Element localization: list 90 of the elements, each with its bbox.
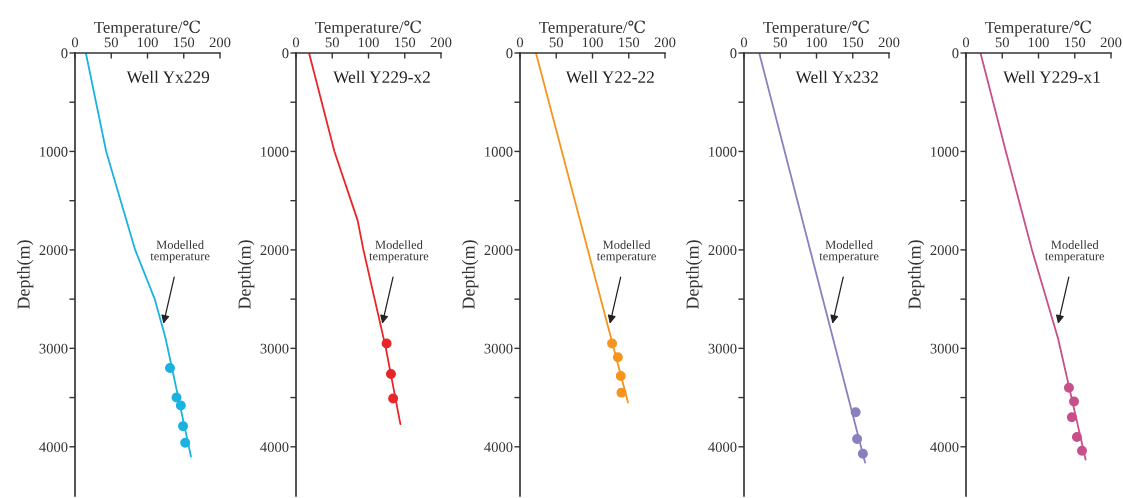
x-tick-label: 200 [1100,37,1122,48]
annotation: Modelled temperature [596,240,656,263]
y-tick-label: 4000 [260,442,289,452]
y-tick-label: 4000 [39,442,68,452]
y-tick-label: 3000 [260,343,289,354]
point [607,338,618,349]
point [381,338,392,349]
text: Well Y229-x1 [1003,70,1100,84]
point [178,421,189,432]
text: Well Y229-x2 [333,70,430,84]
x-axis-title: Temperature/℃ [539,20,646,37]
y-tick-label: 1000 [485,146,513,157]
x-tick-label: 100 [806,37,827,48]
y-tick-label: 3000 [484,343,513,354]
point [1071,431,1082,442]
annotation: Modelled temperature [819,240,879,263]
x-tick-label: 50 [549,37,563,48]
text: Well Y22-22 [565,70,654,84]
x-tick-label: 150 [174,37,195,48]
x-axis-title: Temperature/℃ [985,20,1092,37]
y-tick-label: 0 [730,48,737,59]
x-tick-label: 100 [358,37,379,48]
point [616,387,627,398]
y-tick-label: 4000 [930,442,959,452]
y-axis-title: Depth(m) [907,240,925,310]
x-tick-label: 50 [995,37,1009,48]
x-tick-label: 200 [209,37,231,48]
point [1066,412,1077,423]
x-tick-label: 0 [516,37,524,48]
x-axis-title: Temperature/℃ [763,20,870,37]
y-tick-label: 3000 [930,343,959,354]
y-tick-label: 0 [952,48,959,59]
point [385,368,396,379]
y-tick-label: 3000 [39,343,68,354]
x-tick-label: 150 [843,37,864,48]
x-tick-label: 0 [71,37,79,48]
y-tick-label: 1000 [931,146,959,157]
point [175,400,186,411]
x-tick-label: 0 [962,37,970,48]
point [180,437,191,448]
x-axis-title: Temperature/℃ [94,20,201,37]
x-tick-label: 200 [430,37,452,48]
y-tick-label: 4000 [708,442,737,452]
y-tick-label: 0 [506,48,513,59]
y-axis-title: Depth(m) [461,240,479,310]
y-axis-title: Depth(m) [685,240,703,310]
point [857,448,868,459]
y-tick-label: 4000 [484,442,513,452]
y-tick-label: 2000 [708,245,737,256]
y-tick-label: 2000 [260,245,289,256]
point [850,407,861,418]
x-tick-label: 50 [325,37,339,48]
x-tick-label: 100 [582,37,603,48]
x-tick-label: 100 [1028,37,1049,48]
point [1063,382,1074,393]
y-tick-label: 2000 [484,245,513,256]
annotation: Modelled temperature [369,240,429,263]
x-tick-label: 150 [1065,37,1086,48]
point [1069,396,1080,407]
x-tick-label: 200 [654,37,676,48]
y-tick-label: 0 [282,48,289,59]
x-tick-label: 150 [619,37,640,48]
y-tick-label: 2000 [930,245,959,256]
y-tick-label: 2000 [39,245,68,256]
y-axis-title: Depth(m) [237,240,255,310]
point [1077,445,1087,456]
x-tick-label: 50 [773,37,787,48]
annotation: Modelled temperature [150,240,210,263]
x-tick-label: 200 [878,37,900,48]
x-tick-label: 0 [292,37,300,48]
point [171,392,182,403]
point [615,370,626,381]
text: Well Yx229 [126,70,210,84]
point [612,352,623,363]
y-axis-title: Depth(m) [16,240,34,310]
x-tick-label: 100 [137,37,158,48]
point [388,393,399,404]
x-axis-title: Temperature/℃ [315,20,422,37]
y-tick-label: 3000 [708,343,737,354]
x-tick-label: 150 [395,37,416,48]
annotation: Modelled temperature [1045,240,1105,263]
y-tick-label: 1000 [709,146,737,157]
x-tick-label: 50 [104,37,118,48]
point [164,363,175,374]
x-tick-label: 0 [740,37,748,48]
y-tick-label: 1000 [261,146,289,157]
y-tick-label: 1000 [40,146,68,157]
text: Well Yx232 [795,70,878,84]
point [852,433,863,444]
y-tick-label: 0 [61,48,68,59]
